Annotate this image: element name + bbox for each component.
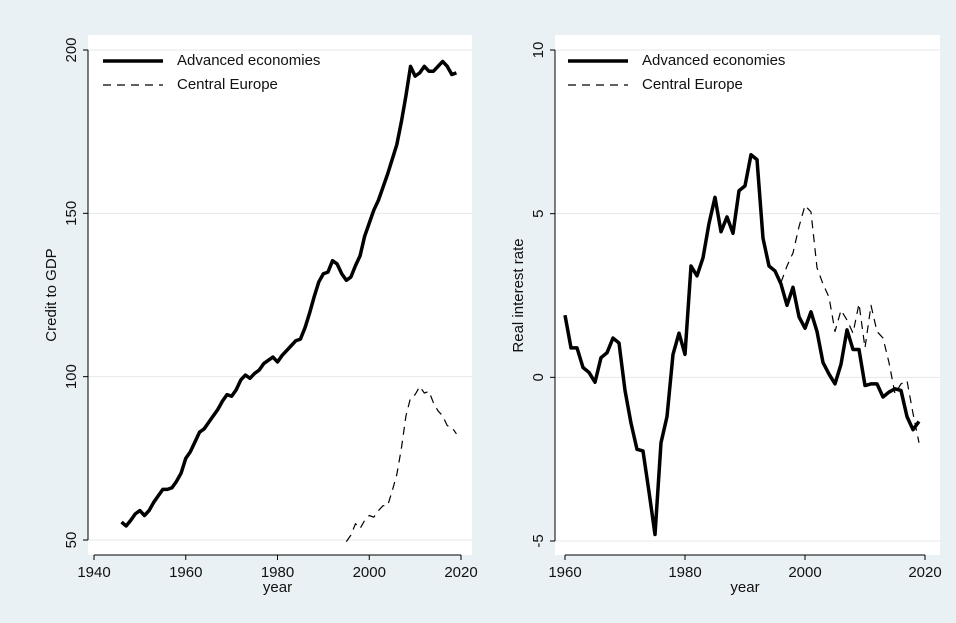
y-tick-label: 100 bbox=[63, 364, 80, 389]
y-axis-label: Credit to GDP bbox=[43, 248, 60, 341]
legend-label: Advanced economies bbox=[177, 52, 320, 69]
legend-label: Central Europe bbox=[642, 76, 743, 93]
legend-label: Advanced economies bbox=[642, 52, 785, 69]
data-line bbox=[120, 59, 457, 528]
x-tick-label: 2020 bbox=[908, 564, 941, 581]
data-line bbox=[563, 152, 921, 537]
y-tick-label: 150 bbox=[63, 201, 80, 226]
data-line bbox=[780, 204, 920, 443]
x-tick-label: 1980 bbox=[668, 564, 701, 581]
y-tick-label: 5 bbox=[530, 209, 547, 217]
x-tick-label: 1940 bbox=[77, 564, 110, 581]
x-tick-label: 2020 bbox=[444, 564, 477, 581]
x-tick-label: 2000 bbox=[788, 564, 821, 581]
y-tick-label: 10 bbox=[530, 42, 547, 59]
x-tick-label: 2000 bbox=[353, 564, 386, 581]
y-tick-label: 50 bbox=[63, 532, 80, 549]
x-tick-label: 1960 bbox=[169, 564, 202, 581]
y-tick-label: -5 bbox=[530, 534, 547, 547]
x-axis-label: year bbox=[263, 579, 292, 596]
plot-area bbox=[555, 35, 940, 555]
x-axis-label: year bbox=[730, 579, 759, 596]
data-line bbox=[345, 385, 457, 542]
plot-area bbox=[88, 35, 472, 555]
x-tick-label: 1980 bbox=[261, 564, 294, 581]
legend-label: Central Europe bbox=[177, 76, 278, 93]
y-tick-label: 200 bbox=[63, 37, 80, 62]
y-axis-label: Real interest rate bbox=[510, 238, 527, 352]
x-tick-label: 1960 bbox=[548, 564, 581, 581]
y-tick-label: 0 bbox=[530, 373, 547, 381]
